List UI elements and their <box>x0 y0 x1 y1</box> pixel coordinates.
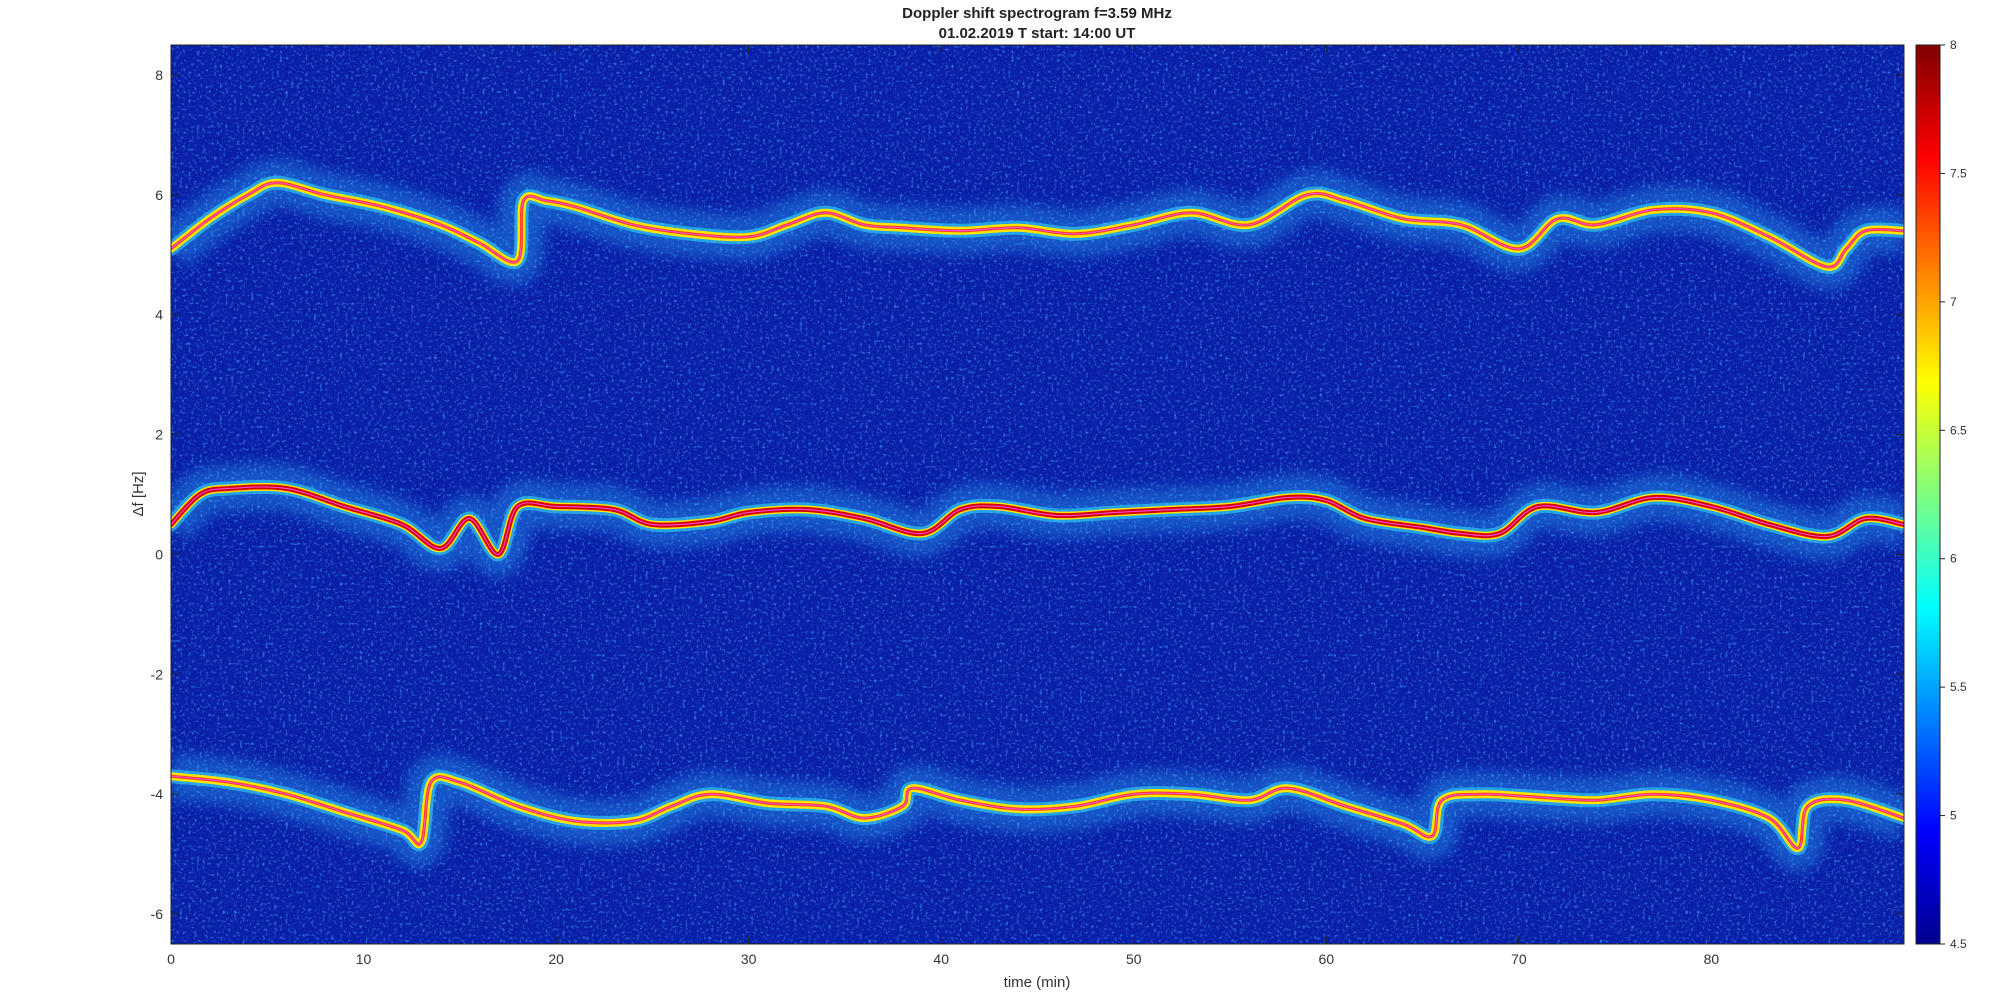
x-tick-label: 10 <box>356 951 372 967</box>
y-axis-label: Δf [Hz] <box>130 471 147 516</box>
colorbar-tick-label: 6.5 <box>1950 423 1967 437</box>
x-tick-label: 60 <box>1319 951 1335 967</box>
x-tick-label: 20 <box>548 951 564 967</box>
plot-frame <box>170 44 1905 945</box>
chart-subtitle: 01.02.2019 T start: 14:00 UT <box>939 25 1136 42</box>
band-fit-line <box>171 775 1904 849</box>
y-tick-label: -6 <box>151 906 164 922</box>
y-tick-label: -2 <box>151 666 164 682</box>
y-tick-label: 2 <box>155 427 163 443</box>
chart-title: Doppler shift spectrogram f=3.59 MHz <box>902 5 1172 22</box>
y-tick-label: 4 <box>155 307 163 323</box>
y-tick-label: 0 <box>155 546 163 562</box>
colorbar-tick-label: 4.5 <box>1950 937 1967 951</box>
x-tick-label: 50 <box>1126 951 1142 967</box>
x-tick-label: 0 <box>167 951 175 967</box>
colorbar-tick-label: 5.5 <box>1950 680 1967 694</box>
y-tick-label: 6 <box>155 187 163 203</box>
ridge-layer <box>171 175 1904 856</box>
colorbar <box>1915 44 1941 945</box>
y-tick-label: -4 <box>151 786 164 802</box>
x-axis-label: time (min) <box>1004 974 1071 991</box>
colorbar-tick-label: 7 <box>1950 295 1957 309</box>
x-tick-label: 80 <box>1704 951 1720 967</box>
colorbar-tick-label: 7.5 <box>1950 166 1967 180</box>
y-tick-label: 8 <box>155 67 163 83</box>
colorbar-tick-label: 5 <box>1950 809 1957 823</box>
colorbar-tick-label: 8 <box>1950 38 1957 52</box>
y-axis: -6 -4 -2 0 2 4 6 8 <box>151 67 1904 922</box>
band-fit-line <box>171 182 1904 268</box>
colorbar-tick-label: 6 <box>1950 552 1957 566</box>
plot-area <box>171 45 1904 944</box>
x-tick-label: 30 <box>741 951 757 967</box>
x-axis: 0 10 20 30 40 50 60 70 80 <box>167 45 1719 967</box>
colorbar-axis: 4.5 5 5.5 6 6.5 7 7.5 8 <box>1940 38 1967 951</box>
x-tick-label: 40 <box>933 951 949 967</box>
x-tick-label: 70 <box>1511 951 1527 967</box>
band-fit-line <box>171 486 1904 555</box>
